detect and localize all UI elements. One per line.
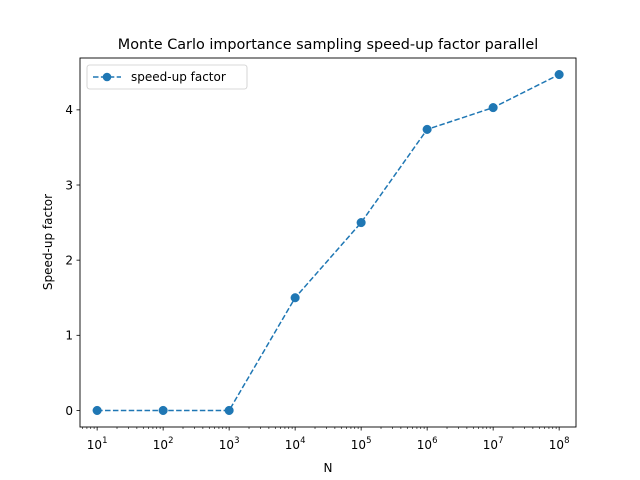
data-point <box>356 218 366 228</box>
y-tick-label: 4 <box>65 103 73 117</box>
x-tick-label: 102 <box>153 436 174 452</box>
data-point <box>290 293 300 303</box>
x-tick-label: 104 <box>285 436 306 452</box>
x-tick-label: 101 <box>87 436 108 452</box>
legend-box <box>86 64 248 90</box>
data-point <box>224 405 234 416</box>
data-point <box>422 124 432 134</box>
legend-marker <box>102 72 112 82</box>
x-tick-label: 105 <box>351 436 372 452</box>
y-axis-label: Speed-up factor <box>41 194 55 290</box>
data-point <box>158 405 168 416</box>
series-line <box>97 73 560 412</box>
legend: speed-up factor <box>86 64 248 90</box>
x-tick-label: 106 <box>417 436 438 452</box>
plot-area: 101 102 103 104 105 106 107 108 0 1 2 3 4 <box>65 57 577 452</box>
x-tick-label: 103 <box>219 436 240 452</box>
chart-title: Monte Carlo importance sampling speed-up… <box>118 37 538 53</box>
x-tick-label: 107 <box>483 436 504 452</box>
x-axis-label: N <box>324 461 333 475</box>
data-point <box>554 69 564 80</box>
y-tick-label: 0 <box>65 404 73 418</box>
y-tick-label: 3 <box>65 178 73 192</box>
data-point <box>488 103 498 113</box>
x-tick-label: 108 <box>549 436 570 452</box>
y-tick-label: 1 <box>65 329 73 343</box>
data-point <box>92 405 102 416</box>
legend-label: speed-up factor <box>131 70 226 84</box>
y-tick-label: 2 <box>65 253 73 267</box>
axes-frame <box>79 57 577 428</box>
